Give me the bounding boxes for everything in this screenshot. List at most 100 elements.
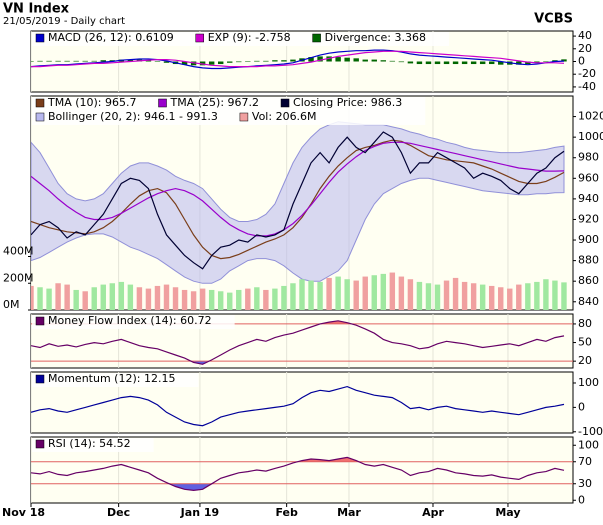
y-tick-label: 40 xyxy=(578,29,592,42)
y-tick-label: 0 xyxy=(578,493,585,506)
bar xyxy=(199,288,206,310)
bar xyxy=(452,277,459,310)
bar xyxy=(552,280,558,310)
y-tick-label: 960 xyxy=(578,171,599,184)
bar xyxy=(73,60,79,62)
bar xyxy=(434,284,441,310)
y2-tick-label: 200M xyxy=(3,271,34,284)
bar xyxy=(181,289,188,310)
bar xyxy=(46,288,52,310)
legend: MACD (26, 12): 0.6109 EXP (9): -2.758 Dive… xyxy=(32,31,449,46)
bar xyxy=(163,284,170,310)
y-tick-label: 100 xyxy=(578,376,599,389)
bar xyxy=(127,59,134,62)
legend-swatch xyxy=(35,439,45,449)
bar xyxy=(353,58,359,62)
legend-label: TMA (10): 965.7 xyxy=(47,96,137,109)
bar xyxy=(190,291,197,310)
bar xyxy=(488,61,495,65)
y-tick-label: -100 xyxy=(578,425,603,438)
plot xyxy=(31,437,573,503)
y-tick-label: 1000 xyxy=(578,130,603,143)
bar xyxy=(263,289,269,310)
bar xyxy=(371,59,377,62)
bar xyxy=(498,61,504,65)
bar xyxy=(109,60,116,62)
bar xyxy=(64,60,70,62)
plot xyxy=(31,372,565,433)
bar xyxy=(145,60,152,62)
bar xyxy=(344,279,350,310)
y2-tick-label: 0M xyxy=(3,298,20,311)
bar xyxy=(245,288,251,310)
bar xyxy=(317,281,323,310)
bar xyxy=(380,273,387,310)
bar xyxy=(227,61,233,63)
y-tick-label: -20 xyxy=(578,67,596,80)
y-tick-label: 50 xyxy=(578,336,592,349)
x-tick-label: Feb xyxy=(275,506,298,519)
legend-label: Vol: 206.6M xyxy=(252,110,317,123)
bar xyxy=(398,276,405,310)
bar xyxy=(118,281,125,310)
legend-swatch xyxy=(35,98,45,108)
x-tick-label: Jan 19 xyxy=(180,506,219,519)
y-tick-label: 920 xyxy=(578,212,599,225)
bar xyxy=(470,283,477,310)
bar xyxy=(254,287,260,310)
bar xyxy=(217,291,224,310)
y-tick-label: 1020 xyxy=(578,110,603,123)
legend-swatch xyxy=(239,112,249,122)
bar xyxy=(290,59,296,62)
bar xyxy=(272,60,278,62)
bar xyxy=(416,61,423,65)
bar xyxy=(100,284,106,310)
legend-background xyxy=(32,438,154,452)
bar xyxy=(552,60,558,62)
bar xyxy=(425,283,432,310)
bar xyxy=(263,60,269,62)
y-tick-label: 30 xyxy=(578,477,592,490)
bar xyxy=(308,280,314,310)
bar xyxy=(443,61,450,65)
x-tick-label: Mar xyxy=(337,506,361,519)
bar xyxy=(461,61,468,65)
bar xyxy=(488,285,495,310)
y-tick-label: 80 xyxy=(578,317,592,330)
legend-swatch xyxy=(158,98,167,108)
legend-swatch xyxy=(280,98,290,108)
legend-swatch xyxy=(195,33,204,43)
y-tick-label: 980 xyxy=(578,151,599,164)
legend: TMA (10): 965.7 TMA (25): 967.2 Closing Pr… xyxy=(32,96,426,125)
bar xyxy=(163,61,170,63)
bar xyxy=(543,279,549,310)
bar xyxy=(344,57,350,62)
bar xyxy=(190,61,197,66)
bar xyxy=(470,61,477,65)
line xyxy=(31,456,565,492)
legend-swatch xyxy=(35,33,45,43)
bar xyxy=(299,279,305,310)
bar xyxy=(31,61,34,62)
line xyxy=(31,50,565,68)
bar xyxy=(127,284,134,310)
bar xyxy=(326,277,332,310)
y-tick-label: 20 xyxy=(578,354,592,367)
bar xyxy=(64,284,70,310)
bar xyxy=(181,61,188,65)
band-area xyxy=(31,121,565,284)
bar xyxy=(398,61,405,63)
bar xyxy=(55,60,61,62)
x-tick-label: Dec xyxy=(107,506,130,519)
y-tick-label: 880 xyxy=(578,254,599,267)
y-tick-label: 860 xyxy=(578,274,599,287)
y-tick-label: -40 xyxy=(578,80,596,93)
bar xyxy=(389,60,396,62)
bar xyxy=(561,59,567,62)
bar xyxy=(407,279,414,310)
bar xyxy=(443,280,450,310)
y-tick-label: 900 xyxy=(578,233,599,246)
bar xyxy=(37,287,43,310)
bar xyxy=(362,276,368,310)
